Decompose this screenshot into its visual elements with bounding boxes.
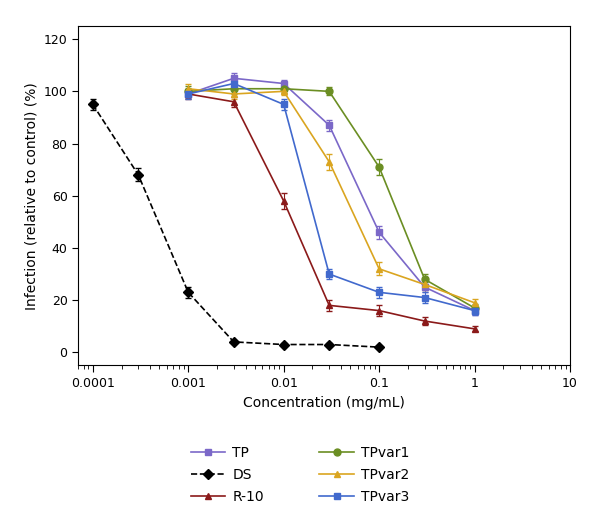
Legend: TP, DS, R-10, TPvar1, TPvar2, TPvar3: TP, DS, R-10, TPvar1, TPvar2, TPvar3 <box>185 440 415 510</box>
Y-axis label: Infection (relative to control) (%): Infection (relative to control) (%) <box>24 82 38 310</box>
X-axis label: Concentration (mg/mL): Concentration (mg/mL) <box>243 396 405 410</box>
